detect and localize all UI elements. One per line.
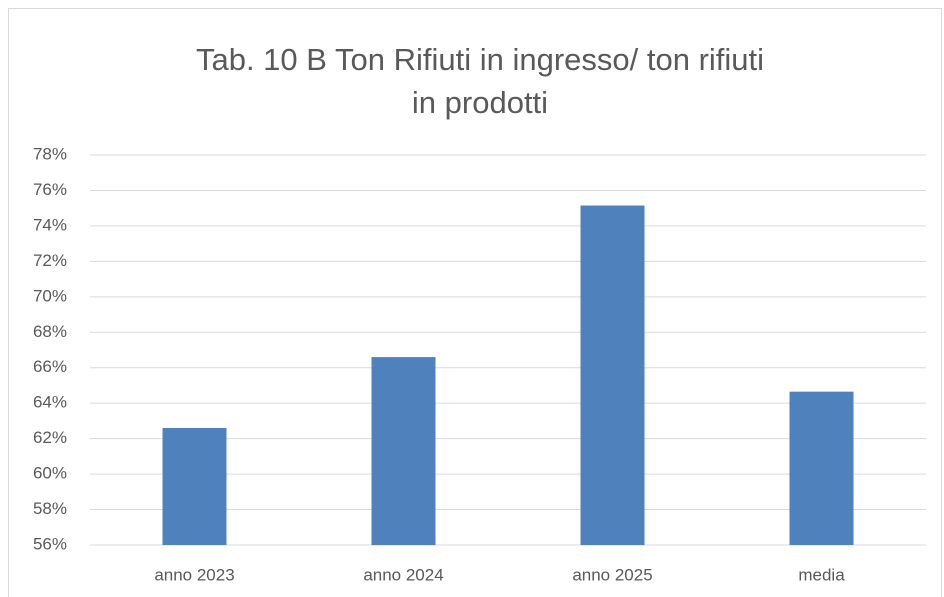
bar [580,205,645,546]
chart-border [8,8,942,597]
x-tick-label: media [798,565,845,584]
y-tick-label: 76% [33,180,67,199]
y-tick-label: 58% [33,499,67,518]
y-tick-label: 78% [33,144,67,163]
chart-title: Tab. 10 B Ton Rifiuti in ingresso/ ton r… [195,42,765,120]
y-tick-label: 66% [33,357,67,376]
x-tick-label: anno 2025 [572,565,652,584]
bar [371,357,436,545]
x-tick-label: anno 2023 [154,565,234,584]
y-tick-label: 56% [33,534,67,553]
bar [162,428,227,545]
x-tick-label: anno 2024 [363,565,443,584]
y-tick-label: 68% [33,322,67,341]
y-tick-label: 64% [33,393,67,412]
y-tick-label: 60% [33,464,67,483]
y-tick-label: 70% [33,286,67,305]
y-tick-label: 72% [33,251,67,270]
y-tick-label: 74% [33,215,67,234]
y-tick-label: 62% [33,428,67,447]
bar [789,391,854,545]
